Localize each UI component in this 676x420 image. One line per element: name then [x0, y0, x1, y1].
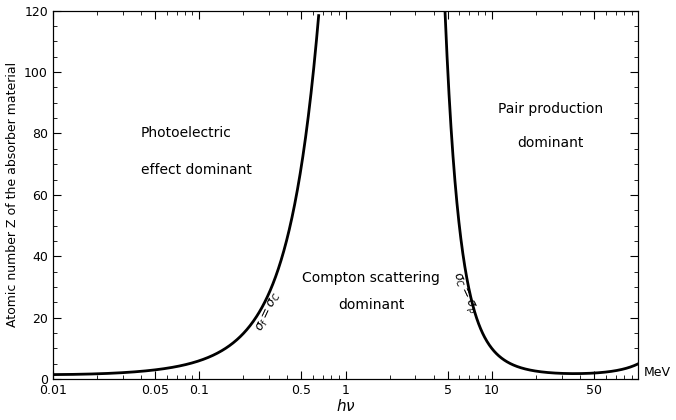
Text: $\sigma_C = \sigma_p$: $\sigma_C = \sigma_p$: [448, 270, 481, 317]
Text: dominant: dominant: [517, 136, 583, 150]
Text: dominant: dominant: [338, 299, 404, 312]
Text: Pair production: Pair production: [498, 102, 603, 116]
Text: MeV: MeV: [644, 366, 671, 379]
Text: Photoelectric: Photoelectric: [141, 126, 232, 140]
Text: effect dominant: effect dominant: [141, 163, 252, 177]
Y-axis label: Atomic number Z of the absorber material: Atomic number Z of the absorber material: [5, 62, 18, 328]
Text: $\sigma_f = \sigma_C$: $\sigma_f = \sigma_C$: [254, 289, 284, 334]
Text: Compton scattering: Compton scattering: [302, 271, 440, 285]
X-axis label: $h\nu$: $h\nu$: [335, 399, 356, 415]
